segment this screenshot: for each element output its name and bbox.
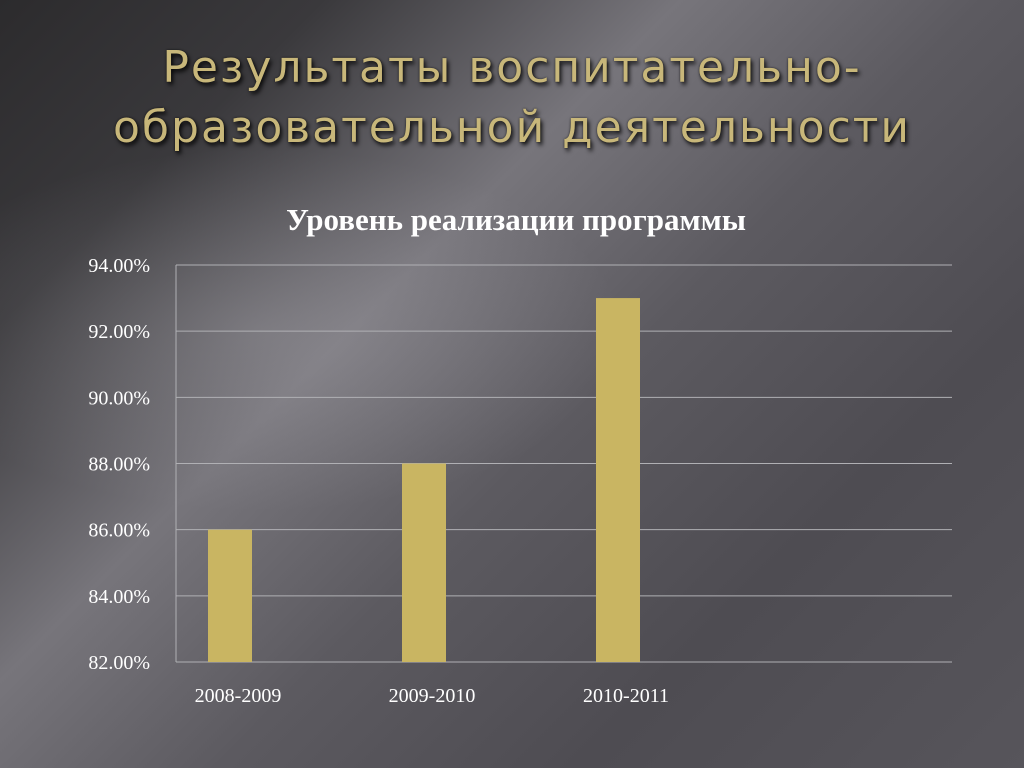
- x-tick-label: 2010-2011: [583, 685, 669, 707]
- bar-2010-2011: [596, 298, 640, 662]
- slide-title: Результаты воспитательно- образовательно…: [40, 38, 984, 158]
- x-axis-tick-labels: 2008-2009 2009-2010 2010-2011: [195, 685, 669, 707]
- slide-title-line-1: Результаты воспитательно-: [162, 42, 862, 93]
- x-tick-label: 2008-2009: [195, 685, 282, 707]
- slide-title-line-2: образовательной деятельности: [112, 102, 911, 153]
- bar-2008-2009: [208, 529, 252, 662]
- y-tick-label: 88.00%: [88, 454, 150, 476]
- y-tick-label: 84.00%: [88, 586, 150, 608]
- y-tick-label: 94.00%: [88, 255, 150, 277]
- bars: [208, 298, 640, 662]
- grid-lines: [175, 264, 952, 663]
- y-axis-tick-labels: 82.00% 84.00% 86.00% 88.00% 90.00% 92.00% 94.0…: [88, 255, 150, 674]
- y-tick-label: 86.00%: [88, 520, 150, 542]
- y-tick-label: 90.00%: [88, 387, 150, 409]
- y-tick-label: 92.00%: [88, 321, 150, 343]
- y-tick-label: 82.00%: [88, 652, 150, 674]
- bar-2009-2010: [402, 463, 446, 662]
- x-tick-label: 2009-2010: [389, 685, 476, 707]
- chart-title: Уровень реализации программы: [286, 202, 746, 237]
